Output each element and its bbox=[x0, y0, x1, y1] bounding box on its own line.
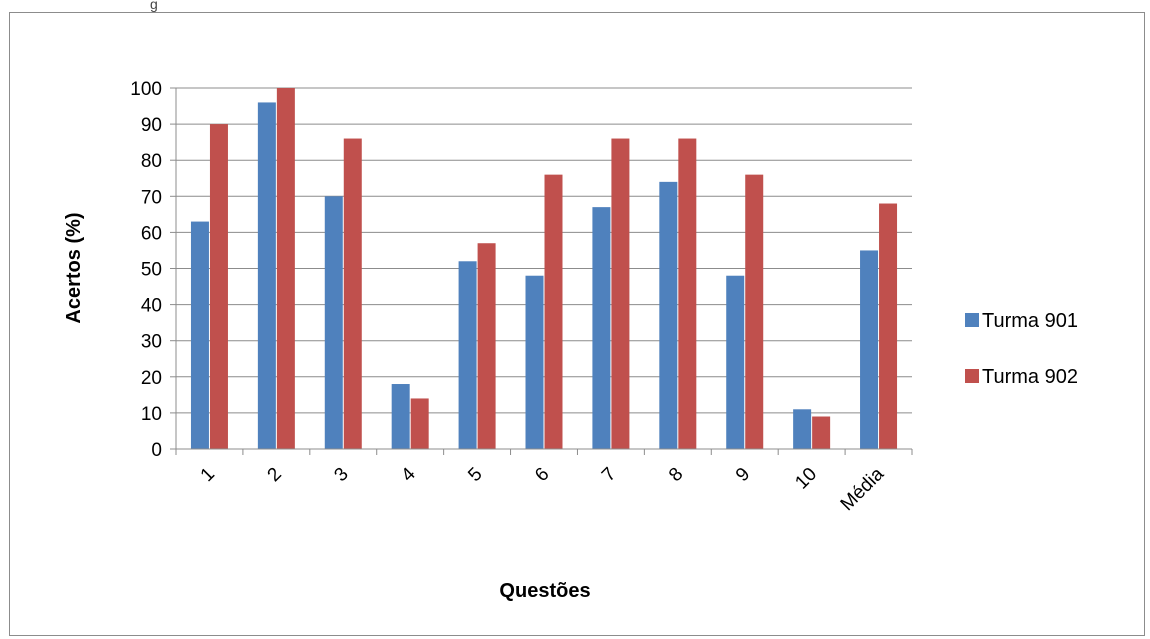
y-tick-label: 30 bbox=[141, 332, 162, 353]
x-tick-label: 5 bbox=[464, 464, 486, 486]
bar-turma-902 bbox=[611, 138, 630, 450]
bar-turma-901 bbox=[257, 102, 276, 449]
y-tick-label: 100 bbox=[130, 79, 162, 100]
bar-turma-902 bbox=[276, 88, 295, 449]
legend: Turma 901 Turma 902 bbox=[965, 310, 1078, 388]
x-tick-label: 10 bbox=[791, 464, 821, 494]
x-tick-label: 1 bbox=[197, 464, 219, 486]
bar-turma-902 bbox=[544, 174, 563, 449]
y-tick-label: 20 bbox=[141, 368, 162, 389]
bar-turma-901 bbox=[793, 409, 812, 449]
bar-turma-901 bbox=[860, 250, 879, 449]
x-axis-title: Questões bbox=[499, 580, 590, 602]
bar-turma-902 bbox=[812, 416, 831, 449]
bar-turma-901 bbox=[190, 221, 209, 449]
x-tick-label: Média bbox=[837, 463, 889, 515]
x-tick-label: 6 bbox=[531, 464, 553, 486]
bar-turma-902 bbox=[477, 243, 496, 449]
gridlines bbox=[170, 87, 912, 450]
y-tick-label: 60 bbox=[141, 223, 162, 244]
y-tick-label: 70 bbox=[141, 187, 162, 208]
bars bbox=[190, 88, 898, 450]
bar-turma-901 bbox=[458, 261, 477, 449]
bar-turma-901 bbox=[726, 275, 745, 449]
x-tick-label: 7 bbox=[598, 464, 620, 486]
y-tick-label: 90 bbox=[141, 115, 162, 136]
x-tick-label: 2 bbox=[264, 464, 286, 486]
y-axis-title: Acertos (%) bbox=[63, 212, 85, 323]
x-tick-labels: 1 2 3 4 5 6 7 8 9 10 Média bbox=[197, 463, 889, 515]
y-tick-label: 0 bbox=[151, 440, 162, 461]
bar-turma-901 bbox=[525, 275, 544, 449]
bar-turma-901 bbox=[324, 196, 343, 449]
x-tick-label: 4 bbox=[397, 463, 420, 486]
legend-label: Turma 901 bbox=[982, 310, 1078, 332]
legend-swatch bbox=[965, 313, 979, 327]
legend-swatch bbox=[965, 369, 979, 383]
x-tick-label: 9 bbox=[732, 464, 754, 486]
y-tick-label: 40 bbox=[141, 296, 162, 317]
bar-turma-902 bbox=[343, 138, 362, 450]
bar-turma-902 bbox=[678, 138, 697, 450]
bar-turma-902 bbox=[209, 124, 228, 449]
bar-turma-902 bbox=[879, 203, 898, 449]
y-tick-label: 50 bbox=[141, 260, 162, 281]
top-caption-fragment: g bbox=[150, 0, 158, 12]
bar-turma-902 bbox=[745, 174, 764, 449]
bar-turma-901 bbox=[659, 181, 678, 450]
x-tick-label: 3 bbox=[330, 464, 352, 486]
y-tick-label: 10 bbox=[141, 404, 162, 425]
axes bbox=[175, 88, 913, 455]
y-tick-labels: 0 10 20 30 40 50 60 70 80 90 100 bbox=[130, 79, 162, 461]
bar-turma-901 bbox=[391, 384, 410, 449]
legend-label: Turma 902 bbox=[982, 366, 1078, 388]
x-tick-label: 8 bbox=[665, 464, 687, 486]
y-tick-label: 80 bbox=[141, 151, 162, 172]
bar-turma-901 bbox=[592, 207, 611, 449]
bar-turma-902 bbox=[410, 398, 429, 449]
